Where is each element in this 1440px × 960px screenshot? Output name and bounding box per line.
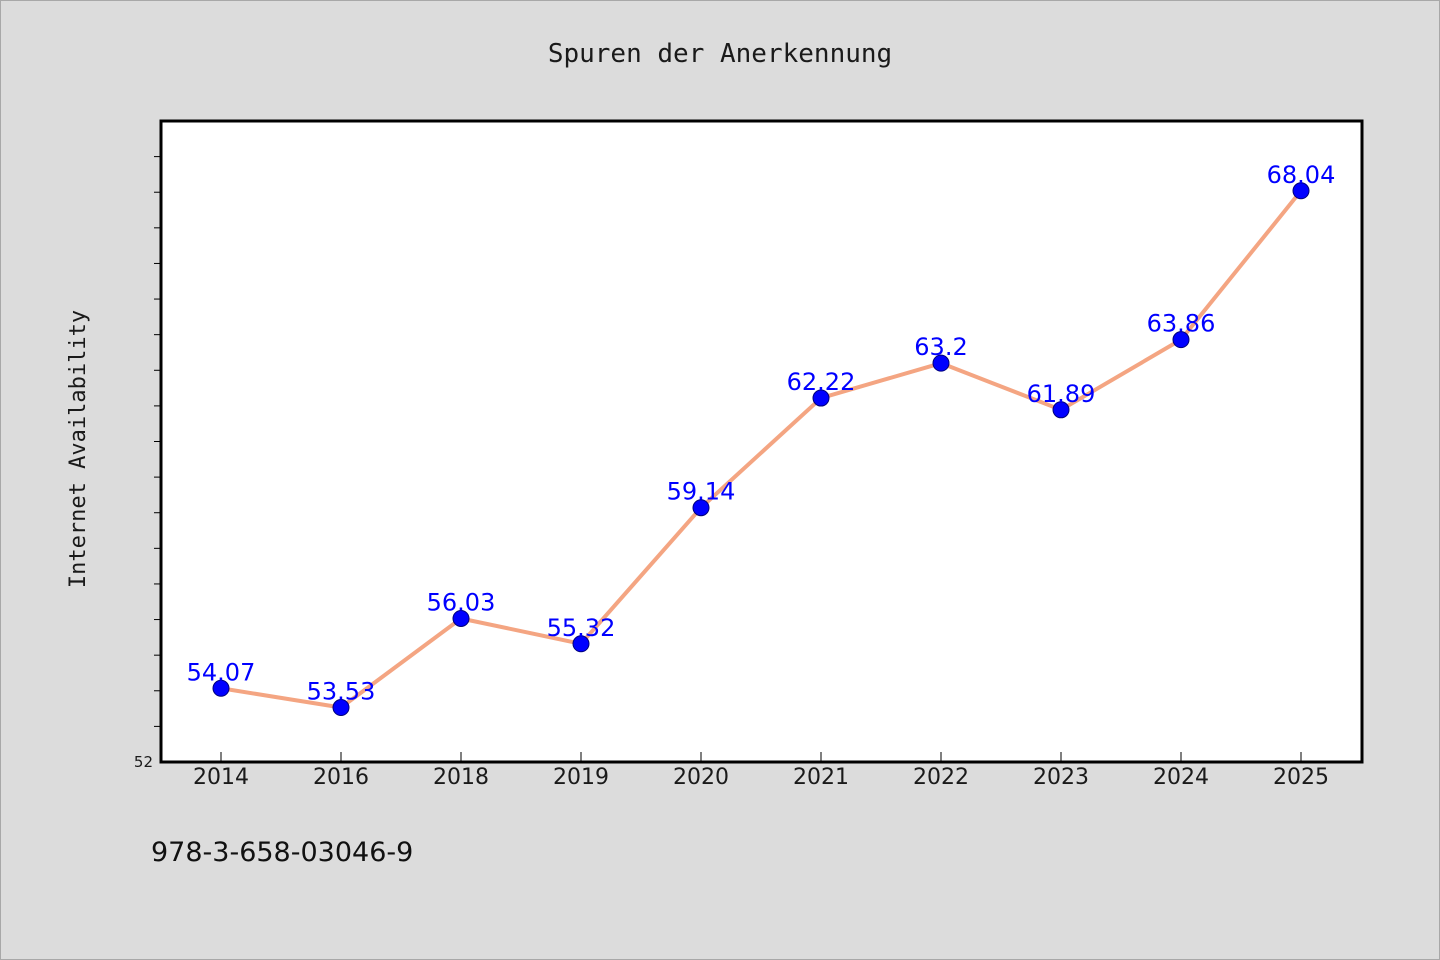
data-point-label: 54.07 <box>187 658 256 686</box>
data-point-marker <box>332 699 350 717</box>
data-point-label: 68.04 <box>1267 161 1336 189</box>
data-point-marker <box>812 389 830 407</box>
x-tick-label: 2021 <box>793 765 849 790</box>
data-point-label: 63.2 <box>914 333 967 361</box>
data-point-marker <box>212 679 230 697</box>
data-point-label: 62.22 <box>787 368 856 396</box>
data-markers <box>212 182 1310 717</box>
x-tick-label: 2016 <box>313 765 369 790</box>
data-point-label: 55.32 <box>547 614 616 642</box>
data-point-label: 63.86 <box>1147 310 1216 338</box>
series-line-group <box>219 188 1303 710</box>
plot-area <box>159 119 1364 764</box>
x-tick-label: 2022 <box>913 765 969 790</box>
x-tick-label: 2025 <box>1273 765 1329 790</box>
data-point-marker <box>452 609 470 627</box>
x-tick-label: 2018 <box>433 765 489 790</box>
data-point-marker <box>1292 182 1310 200</box>
data-point-marker <box>1052 401 1070 419</box>
x-tick-label: 2020 <box>673 765 729 790</box>
x-tick-label: 2024 <box>1153 765 1209 790</box>
y-axis-label: Internet Availability <box>66 310 91 588</box>
y-axis-ticks: 52 <box>134 156 161 771</box>
data-point-marker <box>932 354 950 372</box>
data-point-label: 56.03 <box>427 588 496 616</box>
data-point-label: 53.53 <box>307 678 376 706</box>
x-tick-label: 2023 <box>1033 765 1089 790</box>
x-axis-ticks: 2014 2016 2018 2019 2020 2021 2022 2023 2024 2025 <box>193 752 1329 790</box>
x-tick-label: 2019 <box>553 765 609 790</box>
data-labels: 54.07 53.53 56.03 55.32 59.14 62.22 63.2 61.89 6… <box>187 161 1336 706</box>
data-point-marker <box>692 499 710 517</box>
data-point-marker <box>1172 331 1190 349</box>
x-tick-label: 2014 <box>193 765 249 790</box>
chart-title: Spuren der Anerkennung <box>548 39 892 69</box>
y-tick-label: 52 <box>134 753 153 771</box>
series-line <box>219 188 1303 710</box>
data-point-label: 59.14 <box>667 478 736 506</box>
data-point-label: 61.89 <box>1027 380 1096 408</box>
footer-code: 978-3-658-03046-9 <box>151 837 414 868</box>
data-point-marker <box>572 635 590 653</box>
